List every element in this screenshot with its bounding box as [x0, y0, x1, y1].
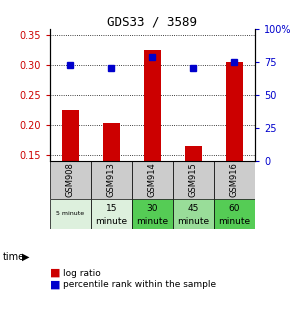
Text: GSM915: GSM915: [189, 163, 198, 198]
Text: 30: 30: [146, 204, 158, 213]
Bar: [226, 62, 243, 161]
Text: GSM914: GSM914: [148, 163, 157, 198]
Text: log ratio: log ratio: [63, 268, 101, 278]
Text: percentile rank within the sample: percentile rank within the sample: [63, 280, 216, 289]
Bar: [62, 110, 79, 161]
Bar: [173, 161, 214, 199]
Text: ■: ■: [50, 268, 60, 278]
Text: ■: ■: [50, 280, 60, 289]
Text: GSM916: GSM916: [230, 163, 239, 198]
Text: 45: 45: [188, 204, 199, 213]
Bar: [91, 161, 132, 199]
Bar: [214, 199, 255, 229]
Text: minute: minute: [95, 217, 127, 226]
Bar: [91, 199, 132, 229]
Text: minute: minute: [218, 217, 251, 226]
Bar: [132, 199, 173, 229]
Text: ▶: ▶: [22, 252, 30, 262]
Bar: [103, 123, 120, 161]
Text: GSM908: GSM908: [66, 163, 75, 198]
Bar: [144, 50, 161, 161]
Title: GDS33 / 3589: GDS33 / 3589: [107, 15, 197, 28]
Bar: [185, 146, 202, 161]
Text: minute: minute: [177, 217, 209, 226]
Text: time: time: [3, 252, 25, 262]
Text: 60: 60: [229, 204, 240, 213]
Text: minute: minute: [136, 217, 168, 226]
Text: 5 minute: 5 minute: [56, 211, 84, 216]
Text: GSM913: GSM913: [107, 163, 116, 198]
Bar: [132, 161, 173, 199]
Bar: [50, 199, 91, 229]
Bar: [50, 161, 91, 199]
Bar: [214, 161, 255, 199]
Text: 15: 15: [105, 204, 117, 213]
Bar: [173, 199, 214, 229]
